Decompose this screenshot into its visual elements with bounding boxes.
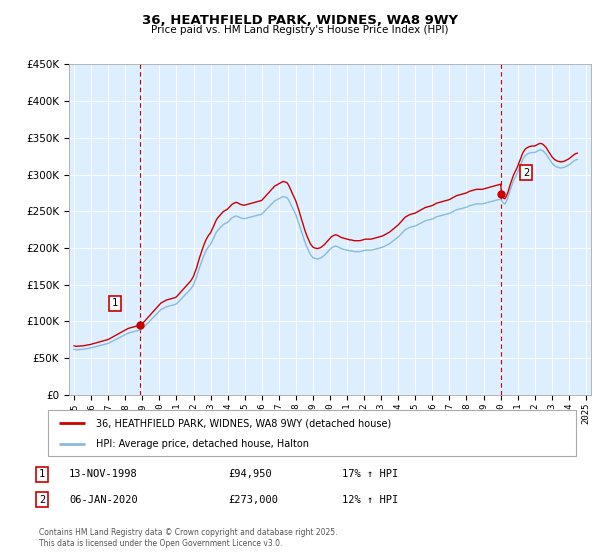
Text: 17% ↑ HPI: 17% ↑ HPI xyxy=(342,469,398,479)
Text: 36, HEATHFIELD PARK, WIDNES, WA8 9WY: 36, HEATHFIELD PARK, WIDNES, WA8 9WY xyxy=(142,14,458,27)
Text: 2: 2 xyxy=(39,494,45,505)
Text: 36, HEATHFIELD PARK, WIDNES, WA8 9WY (detached house): 36, HEATHFIELD PARK, WIDNES, WA8 9WY (de… xyxy=(95,418,391,428)
Text: 06-JAN-2020: 06-JAN-2020 xyxy=(69,494,138,505)
Text: HPI: Average price, detached house, Halton: HPI: Average price, detached house, Halt… xyxy=(95,438,308,449)
Text: 2: 2 xyxy=(523,167,529,178)
FancyBboxPatch shape xyxy=(48,410,576,456)
Text: £94,950: £94,950 xyxy=(228,469,272,479)
Text: 1: 1 xyxy=(39,469,45,479)
Text: Contains HM Land Registry data © Crown copyright and database right 2025.
This d: Contains HM Land Registry data © Crown c… xyxy=(39,528,337,548)
Text: Price paid vs. HM Land Registry's House Price Index (HPI): Price paid vs. HM Land Registry's House … xyxy=(151,25,449,35)
Text: 12% ↑ HPI: 12% ↑ HPI xyxy=(342,494,398,505)
Text: 13-NOV-1998: 13-NOV-1998 xyxy=(69,469,138,479)
Text: 1: 1 xyxy=(112,298,118,309)
Text: £273,000: £273,000 xyxy=(228,494,278,505)
